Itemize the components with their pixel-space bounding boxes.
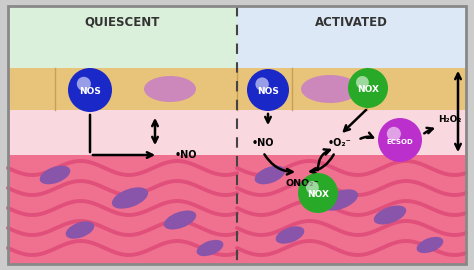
Text: •O₂⁻: •O₂⁻ xyxy=(328,138,352,148)
Text: •NO: •NO xyxy=(175,150,198,160)
Ellipse shape xyxy=(144,76,196,102)
Text: •NO: •NO xyxy=(252,138,274,148)
FancyBboxPatch shape xyxy=(237,110,466,155)
Text: ONO₂⁻: ONO₂⁻ xyxy=(285,178,319,187)
Circle shape xyxy=(247,69,289,111)
Ellipse shape xyxy=(66,221,94,239)
Text: ACTIVATED: ACTIVATED xyxy=(315,15,388,29)
Ellipse shape xyxy=(322,189,358,211)
Circle shape xyxy=(306,181,319,194)
Text: NOX: NOX xyxy=(357,85,379,94)
Text: QUIESCENT: QUIESCENT xyxy=(85,15,160,29)
Text: NOS: NOS xyxy=(79,87,101,96)
Text: NOS: NOS xyxy=(257,87,279,96)
Circle shape xyxy=(255,77,269,91)
Ellipse shape xyxy=(417,237,443,253)
Circle shape xyxy=(387,127,401,141)
FancyBboxPatch shape xyxy=(237,155,466,264)
Text: H₂O₂: H₂O₂ xyxy=(438,116,462,124)
FancyBboxPatch shape xyxy=(8,155,237,264)
FancyBboxPatch shape xyxy=(8,110,237,155)
Ellipse shape xyxy=(374,205,406,224)
Ellipse shape xyxy=(276,226,304,244)
Ellipse shape xyxy=(197,240,223,256)
Circle shape xyxy=(356,76,369,89)
Circle shape xyxy=(77,77,91,91)
FancyBboxPatch shape xyxy=(237,6,466,68)
Circle shape xyxy=(378,118,422,162)
Text: ECSOD: ECSOD xyxy=(387,139,413,145)
FancyBboxPatch shape xyxy=(237,68,466,110)
Ellipse shape xyxy=(164,211,196,229)
Ellipse shape xyxy=(112,187,148,209)
Ellipse shape xyxy=(255,166,285,184)
Ellipse shape xyxy=(301,75,359,103)
Ellipse shape xyxy=(40,166,70,184)
Text: NOX: NOX xyxy=(307,190,329,199)
FancyBboxPatch shape xyxy=(8,68,237,110)
Circle shape xyxy=(348,68,388,108)
FancyBboxPatch shape xyxy=(8,6,237,68)
Circle shape xyxy=(68,68,112,112)
Circle shape xyxy=(298,173,338,213)
